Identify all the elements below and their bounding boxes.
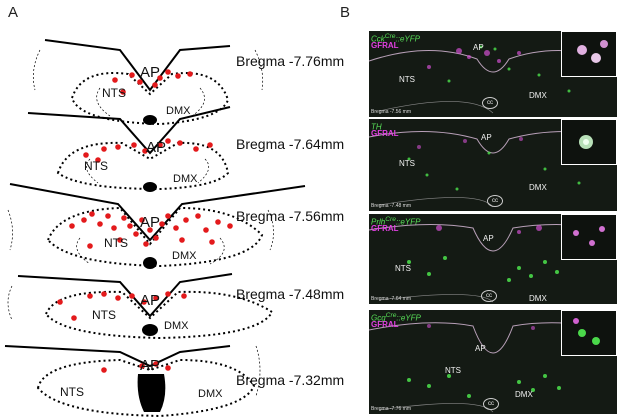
micrograph-gcg: GcgCre::eYFP GFRAL AP NTS DMX cc Bregma …	[369, 310, 617, 414]
micrograph-3-nts-label: NTS	[395, 264, 411, 273]
section-5-ap-label: AP	[140, 357, 161, 374]
panel-a-letter: A	[8, 4, 19, 21]
section-3-ap-label: AP	[140, 214, 161, 231]
micrograph-1-ap-label: AP	[473, 43, 484, 52]
micrograph-2-bregma: Bregma -7.48 mm	[371, 203, 412, 209]
micrograph-3-ap-label: AP	[483, 234, 494, 243]
panel-b-letter: B	[340, 4, 351, 21]
micrograph-3-dmx-label: DMX	[529, 294, 547, 303]
micrograph-1-dmx-label: DMX	[529, 91, 547, 100]
section-4-outline	[7, 273, 274, 340]
micrograph-4-ap-label: AP	[475, 344, 486, 353]
micrograph-3-inset	[561, 214, 617, 260]
section-5-bregma-label: Bregma -7.32mm	[236, 372, 345, 388]
micrograph-4-bregma: Bregma -7.76 mm	[371, 406, 412, 412]
section-5-outline	[4, 345, 261, 418]
micrograph-3-marker: PrlhCre::eYFP	[371, 216, 421, 227]
micrograph-cck: CckCre::eYFP GFRAL AP NTS DMX cc Bregma …	[369, 31, 617, 117]
micrograph-2-dmx-label: DMX	[529, 183, 547, 192]
micrograph-4-receptor: GFRAL	[371, 320, 399, 329]
section-1-dmx-label: DMX	[166, 105, 191, 117]
micrograph-3-cc-label: cc	[481, 290, 497, 302]
micrograph-4-cc-label: cc	[483, 398, 499, 410]
micrograph-2-receptor: GFRAL	[371, 129, 399, 138]
section-4-ap-label: AP	[140, 292, 161, 309]
section-bregma-7-32: AP NTS DMX Bregma -7.32mm	[0, 340, 365, 418]
section-3-outline	[7, 183, 306, 269]
micrograph-1-cc-label: cc	[482, 97, 498, 109]
micrograph-4-inset	[561, 310, 617, 356]
section-2-ap-label: AP	[146, 139, 167, 156]
section-2-dots	[83, 138, 213, 163]
section-5-dmx-label: DMX	[198, 388, 223, 400]
section-3-nts-label: NTS	[104, 236, 128, 250]
micrograph-2-cc-label: cc	[487, 195, 503, 207]
micrograph-2-inset	[561, 119, 617, 165]
section-2-nts-label: NTS	[84, 159, 108, 173]
section-bregma-7-56: AP NTS DMX Bregma -7.56mm	[0, 180, 365, 272]
micrograph-4-nts-label: NTS	[445, 366, 461, 375]
section-4-dmx-label: DMX	[164, 320, 189, 332]
micrograph-4-marker: GcgCre::eYFP	[371, 312, 421, 323]
micrograph-1-bregma: Bregma -7.56 mm	[371, 109, 412, 115]
section-3-dots	[69, 211, 233, 249]
micrograph-3-receptor: GFRAL	[371, 224, 399, 233]
section-1-outline	[33, 39, 264, 126]
micrograph-1-receptor: GFRAL	[371, 41, 399, 50]
section-bregma-7-48: AP NTS DMX Bregma -7.48mm	[0, 268, 365, 344]
section-bregma-7-76: AP NTS DMX Bregma -7.76mm	[0, 30, 365, 126]
section-2-outline	[27, 106, 231, 192]
section-4-dots	[57, 291, 187, 321]
section-1-ap-label: AP	[140, 64, 161, 81]
micrograph-prlh: PrlhCre::eYFP GFRAL AP NTS DMX cc Bregma…	[369, 214, 617, 304]
micrograph-4-texture	[369, 322, 617, 413]
section-bregma-7-64: AP NTS DMX Bregma -7.64mm	[0, 103, 365, 192]
section-4-nts-label: NTS	[92, 308, 116, 322]
micrograph-2-ap-label: AP	[481, 133, 492, 142]
micrograph-th: TH GFRAL AP NTS DMX cc Bregma -7.48 mm	[369, 119, 617, 211]
section-1-dots	[112, 69, 193, 95]
micrograph-4-dmx-label: DMX	[515, 390, 533, 399]
section-5-dots	[101, 361, 171, 373]
micrograph-2-nts-label: NTS	[399, 159, 415, 168]
micrograph-1-marker: CckCre::eYFP	[371, 33, 420, 44]
section-2-bregma-label: Bregma -7.64mm	[236, 136, 345, 152]
micrograph-3-bregma: Bregma -7.64 mm	[371, 296, 412, 302]
section-3-dmx-label: DMX	[172, 250, 197, 262]
micrograph-2-marker: TH	[371, 122, 382, 132]
section-4-bregma-label: Bregma -7.48mm	[236, 286, 345, 302]
section-3-bregma-label: Bregma -7.56mm	[236, 208, 345, 224]
section-2-dmx-label: DMX	[173, 173, 198, 185]
section-5-nts-label: NTS	[60, 385, 84, 399]
micrograph-1-nts-label: NTS	[399, 75, 415, 84]
section-1-bregma-label: Bregma -7.76mm	[236, 53, 345, 69]
micrograph-1-inset	[561, 31, 617, 77]
section-1-nts-label: NTS	[102, 86, 126, 100]
